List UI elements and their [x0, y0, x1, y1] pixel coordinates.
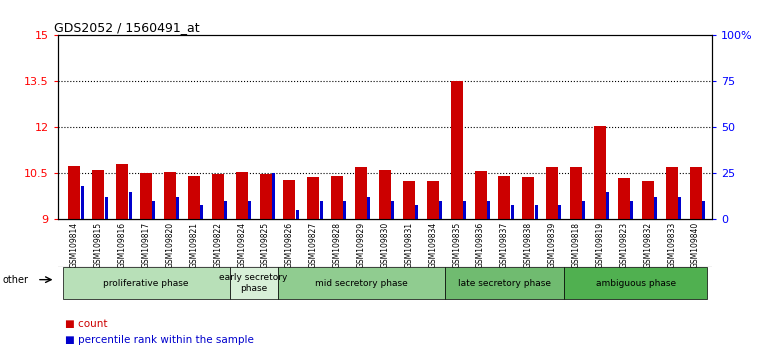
Bar — [224, 201, 227, 354]
Bar — [379, 170, 391, 354]
Bar — [701, 201, 705, 354]
Text: GSM109837: GSM109837 — [500, 222, 509, 268]
Bar — [427, 181, 439, 354]
Text: GSM109825: GSM109825 — [261, 222, 270, 268]
Bar — [320, 201, 323, 354]
Bar — [283, 180, 296, 354]
Text: GSM109833: GSM109833 — [667, 222, 676, 268]
Bar — [463, 201, 466, 354]
Text: ■ count: ■ count — [65, 319, 108, 329]
Text: GSM109822: GSM109822 — [213, 222, 223, 268]
Text: GSM109817: GSM109817 — [142, 222, 151, 268]
Bar — [450, 81, 463, 354]
Bar — [498, 176, 511, 354]
Text: GSM109819: GSM109819 — [595, 222, 604, 268]
Bar — [248, 201, 251, 354]
Text: GSM109835: GSM109835 — [452, 222, 461, 268]
Text: GSM109814: GSM109814 — [70, 222, 79, 268]
Bar — [164, 172, 176, 354]
Bar — [546, 167, 558, 354]
Bar — [522, 177, 534, 354]
Bar — [105, 198, 108, 354]
Bar — [116, 164, 129, 354]
Text: GSM109824: GSM109824 — [237, 222, 246, 268]
Bar — [534, 205, 537, 354]
Bar — [594, 126, 606, 354]
Bar — [391, 201, 394, 354]
Bar — [81, 186, 84, 354]
Text: GSM109820: GSM109820 — [166, 222, 175, 268]
Bar — [570, 167, 582, 354]
Bar — [229, 267, 277, 299]
Text: GSM109832: GSM109832 — [643, 222, 652, 268]
Text: GSM109831: GSM109831 — [404, 222, 413, 268]
Bar — [564, 267, 708, 299]
Bar — [355, 167, 367, 354]
Bar — [630, 201, 633, 354]
Bar — [188, 176, 200, 354]
Text: GSM109838: GSM109838 — [524, 222, 533, 268]
Text: GSM109827: GSM109827 — [309, 222, 318, 268]
Bar — [331, 176, 343, 354]
Bar — [403, 181, 415, 354]
Bar — [487, 201, 490, 354]
Bar — [654, 198, 657, 354]
Text: late secretory phase: late secretory phase — [458, 279, 551, 288]
Bar — [511, 205, 514, 354]
Text: GDS2052 / 1560491_at: GDS2052 / 1560491_at — [55, 21, 200, 34]
Text: GSM109826: GSM109826 — [285, 222, 294, 268]
Text: GSM109840: GSM109840 — [691, 222, 700, 268]
Bar — [277, 267, 445, 299]
Text: GSM109834: GSM109834 — [428, 222, 437, 268]
Text: GSM109839: GSM109839 — [547, 222, 557, 268]
Bar — [582, 201, 585, 354]
Bar — [200, 205, 203, 354]
Bar — [92, 170, 104, 354]
Text: GSM109821: GSM109821 — [189, 222, 199, 268]
Text: ambiguous phase: ambiguous phase — [596, 279, 676, 288]
Bar — [69, 166, 80, 354]
Text: GSM109816: GSM109816 — [118, 222, 127, 268]
Bar — [558, 205, 561, 354]
Bar — [176, 198, 179, 354]
Bar — [618, 178, 630, 354]
Bar — [678, 198, 681, 354]
Bar — [307, 177, 320, 354]
Text: GSM109828: GSM109828 — [333, 222, 342, 268]
Bar — [152, 201, 156, 354]
Text: GSM109830: GSM109830 — [380, 222, 390, 268]
Bar — [445, 267, 564, 299]
Bar — [606, 192, 609, 354]
Bar — [439, 201, 442, 354]
Bar — [367, 198, 370, 354]
Text: GSM109829: GSM109829 — [357, 222, 366, 268]
Bar — [474, 171, 487, 354]
Bar — [129, 192, 132, 354]
Bar — [415, 205, 418, 354]
Bar — [272, 173, 275, 354]
Text: GSM109815: GSM109815 — [94, 222, 103, 268]
Bar — [296, 210, 299, 354]
Text: early secretory
phase: early secretory phase — [219, 274, 288, 293]
Text: mid secretory phase: mid secretory phase — [315, 279, 407, 288]
Bar — [641, 181, 654, 354]
Bar — [236, 172, 248, 354]
Text: GSM109818: GSM109818 — [571, 222, 581, 268]
Text: proliferative phase: proliferative phase — [103, 279, 189, 288]
Bar — [666, 167, 678, 354]
Text: GSM109836: GSM109836 — [476, 222, 485, 268]
Text: GSM109823: GSM109823 — [619, 222, 628, 268]
Text: other: other — [2, 275, 28, 285]
Bar — [62, 267, 229, 299]
Text: ■ percentile rank within the sample: ■ percentile rank within the sample — [65, 335, 254, 345]
Bar — [343, 201, 346, 354]
Bar — [212, 174, 224, 354]
Bar — [259, 175, 272, 354]
Bar — [690, 167, 701, 354]
Bar — [140, 173, 152, 354]
